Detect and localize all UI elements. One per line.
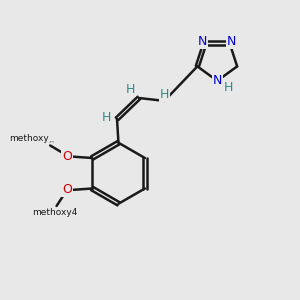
Text: methoxy: methoxy [9, 134, 49, 143]
Text: methoxy4: methoxy4 [32, 208, 78, 217]
Text: O: O [62, 150, 72, 163]
Text: H: H [160, 88, 169, 101]
Text: N: N [198, 35, 207, 48]
Text: methyl: methyl [50, 141, 55, 142]
Text: H: H [101, 111, 111, 124]
Text: N: N [227, 35, 237, 48]
Text: methoxy: methoxy [49, 141, 55, 142]
Text: methyl: methyl [47, 142, 52, 143]
Text: H: H [224, 81, 233, 94]
Text: N: N [213, 74, 222, 87]
Text: H: H [126, 83, 135, 96]
Text: O: O [62, 184, 72, 196]
